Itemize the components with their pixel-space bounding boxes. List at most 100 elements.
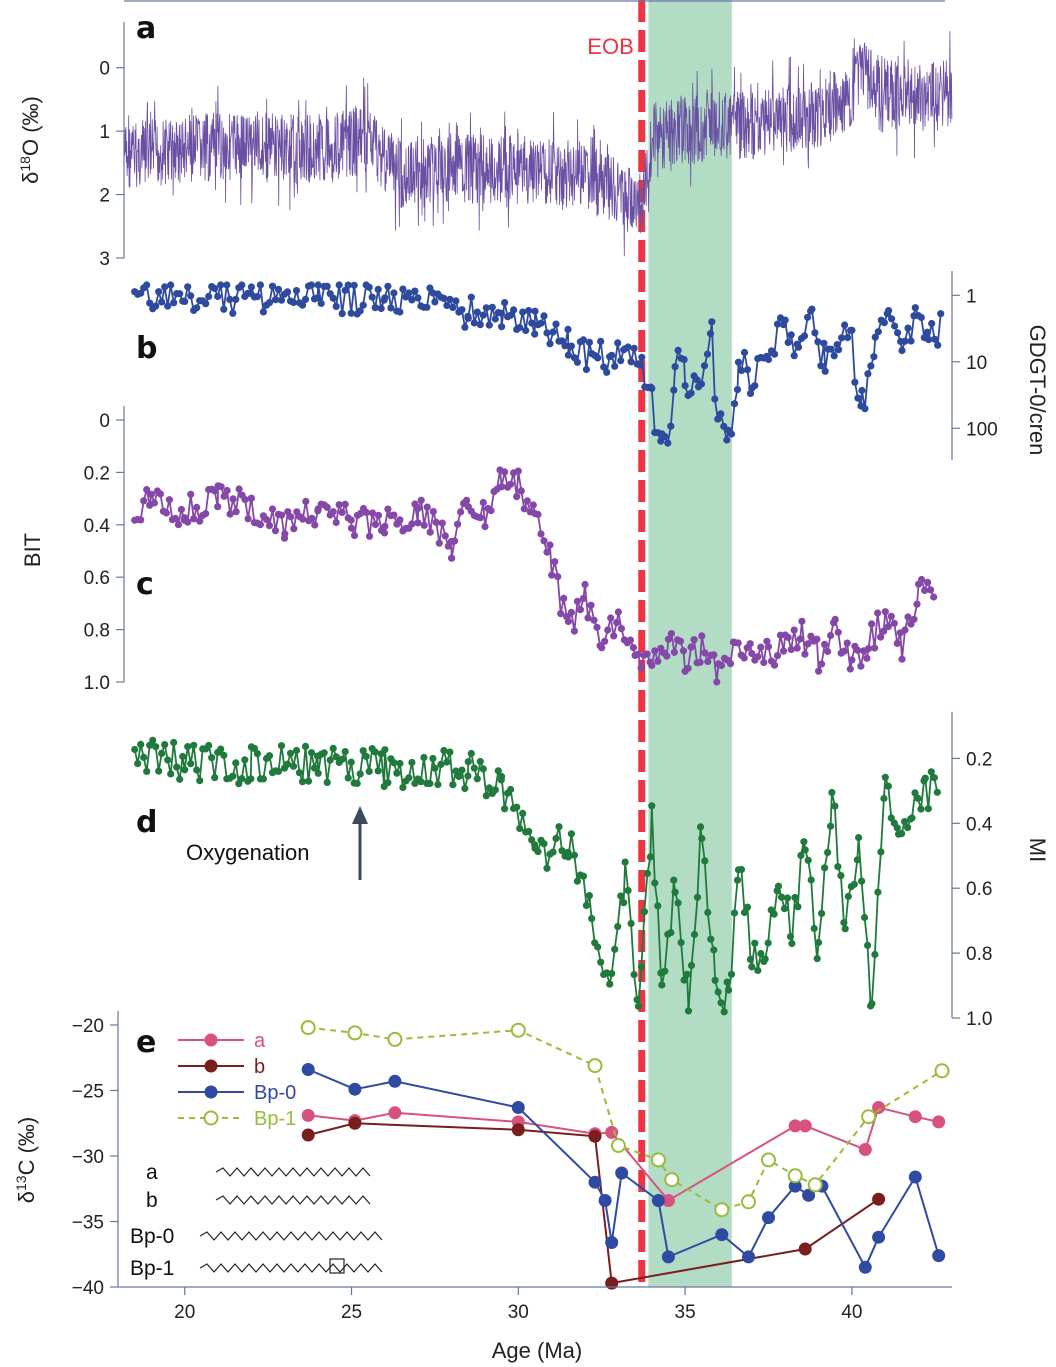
d-point [717, 999, 725, 1007]
d-point [597, 958, 605, 966]
d-point [884, 782, 892, 790]
b-point [923, 328, 931, 336]
d-point [498, 772, 506, 781]
d18o-trace [124, 31, 953, 257]
series-line-Bp-1 [308, 1026, 943, 1211]
c-point [498, 483, 506, 491]
b-point [146, 299, 154, 307]
c-point [534, 510, 542, 519]
d-point [549, 848, 557, 856]
d-point [543, 864, 551, 872]
c-point [454, 520, 462, 528]
c-point [479, 498, 487, 507]
d-point [633, 996, 641, 1004]
b-point [937, 310, 945, 318]
d-point [770, 910, 778, 918]
c-point [676, 637, 685, 645]
d-point [289, 762, 298, 770]
c-point [834, 628, 842, 636]
d-point [205, 741, 213, 750]
b-point [549, 328, 557, 336]
b-point [821, 367, 829, 375]
c-point [710, 651, 718, 659]
b-point [864, 370, 872, 378]
c-point [880, 627, 888, 635]
c-point [629, 644, 638, 652]
d-point [170, 738, 178, 747]
d-point [677, 939, 685, 947]
c-point [617, 625, 626, 633]
b-point [283, 288, 292, 296]
series-point-a [858, 1143, 872, 1156]
d-point [381, 746, 389, 754]
b-point [814, 338, 822, 346]
c-point [787, 645, 795, 654]
b-point [904, 324, 912, 332]
d-point [250, 744, 258, 753]
c-point [338, 508, 346, 517]
b-point [664, 439, 672, 447]
d-point [733, 876, 742, 884]
c-point [420, 521, 428, 529]
legend-marker-Bp-1 [203, 1110, 219, 1126]
b-point [479, 311, 487, 319]
d-point [301, 742, 310, 751]
d-point [807, 876, 815, 884]
d-point [181, 766, 189, 774]
d-point [840, 919, 848, 927]
c-point [567, 608, 576, 617]
d-point [467, 749, 475, 758]
d-point [164, 756, 172, 764]
c-point [690, 636, 698, 644]
d-point [757, 950, 765, 958]
d-point [155, 767, 163, 775]
c-point [214, 503, 222, 511]
d-point [743, 903, 752, 911]
d-point [714, 988, 722, 996]
b-point [838, 334, 846, 342]
c-point [277, 511, 286, 519]
d-point [804, 856, 812, 864]
c-point [901, 626, 909, 634]
c-point [754, 653, 762, 661]
c-point [507, 480, 515, 488]
series-point-a [872, 1101, 886, 1114]
b-point [317, 299, 325, 307]
d-point [786, 933, 795, 941]
c-point [667, 630, 676, 638]
b-point [341, 286, 349, 294]
c-point [147, 490, 155, 498]
d-point [131, 745, 139, 754]
c-point [831, 615, 839, 624]
d-point [190, 741, 198, 749]
d-point [930, 774, 938, 782]
d-point [614, 923, 622, 931]
d-point [911, 789, 919, 797]
y-tick-label-d: 1.0 [966, 1009, 992, 1030]
b-point [874, 328, 882, 336]
d-point [208, 754, 216, 762]
b-point [579, 336, 588, 344]
series-point-Bp-0 [598, 1194, 612, 1207]
c-point [687, 643, 695, 651]
d-point [751, 939, 759, 947]
b-point [277, 296, 286, 304]
c-point [848, 656, 856, 664]
d-point [774, 882, 783, 890]
d-point [924, 805, 932, 813]
c-point [347, 516, 355, 524]
c-point [773, 652, 782, 660]
d-point [698, 834, 706, 843]
d-point [680, 976, 688, 984]
b-point [519, 308, 527, 316]
b-point [582, 365, 591, 374]
c-point [584, 614, 592, 622]
c-point [793, 644, 801, 652]
c-point [546, 541, 554, 549]
c-point [429, 508, 437, 516]
c-point [840, 647, 848, 655]
d-point [217, 745, 225, 753]
b-point [368, 293, 376, 301]
b-point [614, 339, 622, 347]
d-point [440, 746, 448, 755]
